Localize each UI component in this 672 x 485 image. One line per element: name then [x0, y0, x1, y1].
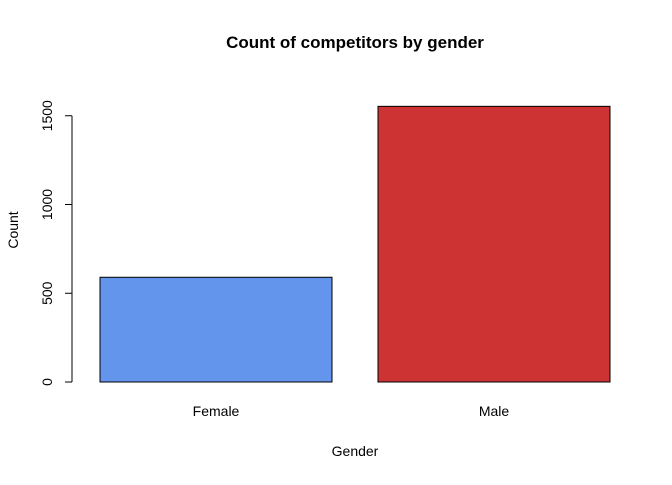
category-label-male: Male	[479, 403, 510, 419]
category-labels: Female Male	[193, 403, 510, 419]
y-axis-label: Count	[5, 211, 21, 248]
y-tick-label-0: 0	[39, 378, 55, 386]
bars-group	[99, 105, 611, 383]
chart-title: Count of competitors by gender	[226, 33, 484, 52]
y-tick-label-1000: 1000	[39, 189, 55, 220]
category-label-female: Female	[193, 403, 240, 419]
y-tick-label-500: 500	[39, 281, 55, 305]
y-tick-label-1500: 1500	[39, 100, 55, 131]
y-axis: 0 500 1000 1500	[39, 100, 73, 386]
bar-male	[377, 105, 611, 383]
bar-female	[99, 276, 333, 383]
x-axis-label: Gender	[332, 443, 379, 459]
